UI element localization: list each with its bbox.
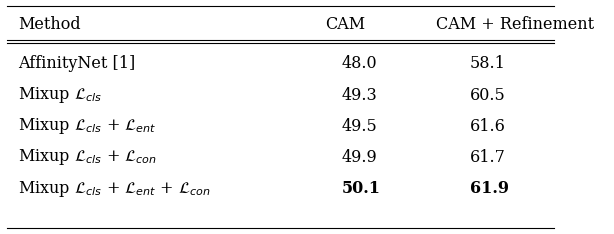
Text: 49.9: 49.9 <box>341 149 378 166</box>
Text: CAM + Refinement: CAM + Refinement <box>437 16 594 33</box>
Text: 49.3: 49.3 <box>341 87 378 103</box>
Text: 61.6: 61.6 <box>470 118 506 135</box>
Text: Mixup $\mathcal{L}_{cls}$: Mixup $\mathcal{L}_{cls}$ <box>18 85 103 105</box>
Text: Mixup $\mathcal{L}_{cls}$ + $\mathcal{L}_{ent}$: Mixup $\mathcal{L}_{cls}$ + $\mathcal{L}… <box>18 116 157 136</box>
Text: Method: Method <box>18 16 81 33</box>
Text: Mixup $\mathcal{L}_{cls}$ + $\mathcal{L}_{con}$: Mixup $\mathcal{L}_{cls}$ + $\mathcal{L}… <box>18 147 157 168</box>
Text: Mixup $\mathcal{L}_{cls}$ + $\mathcal{L}_{ent}$ + $\mathcal{L}_{con}$: Mixup $\mathcal{L}_{cls}$ + $\mathcal{L}… <box>18 179 211 199</box>
Text: 50.1: 50.1 <box>341 180 381 197</box>
Text: 48.0: 48.0 <box>341 55 377 72</box>
Text: AffinityNet [1]: AffinityNet [1] <box>18 55 135 72</box>
Text: 61.9: 61.9 <box>470 180 509 197</box>
Text: CAM: CAM <box>325 16 365 33</box>
Text: 58.1: 58.1 <box>470 55 506 72</box>
Text: 61.7: 61.7 <box>470 149 506 166</box>
Text: 60.5: 60.5 <box>470 87 506 103</box>
Text: 49.5: 49.5 <box>341 118 378 135</box>
